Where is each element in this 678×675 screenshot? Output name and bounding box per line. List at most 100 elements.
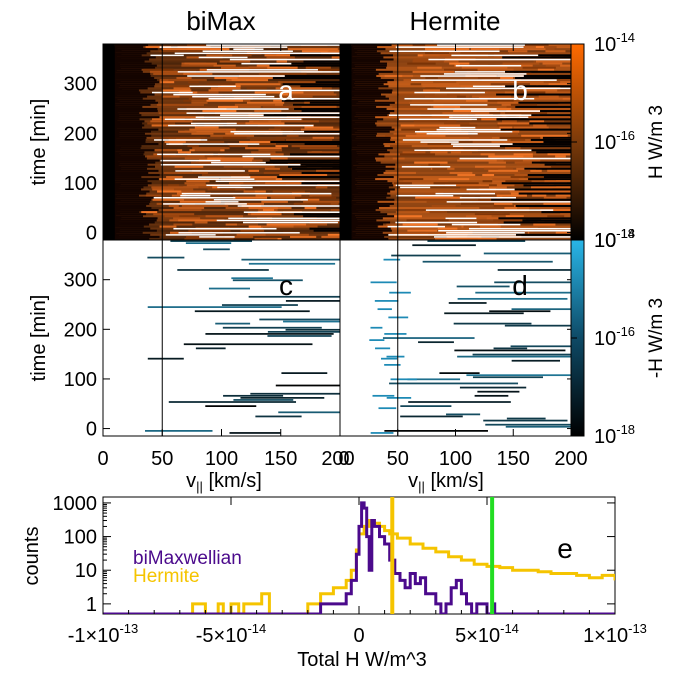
heatmap-core — [351, 161, 381, 165]
heatmap-gap — [395, 221, 478, 224]
heatmap-patch — [258, 149, 283, 152]
colorbar-tick-label: 10-16 — [594, 324, 635, 350]
heatmap-core — [351, 165, 386, 169]
heatmap-core — [114, 87, 148, 90]
heatmap-patch — [547, 190, 571, 193]
heatmap-row — [456, 285, 510, 288]
heatmap-patch — [491, 182, 511, 185]
heatmap-row — [283, 320, 340, 323]
heatmap-row — [240, 397, 325, 399]
heatmap-core — [351, 213, 388, 216]
heatmap-core — [114, 110, 158, 113]
heatmap-patch — [425, 52, 450, 55]
heatmap-patch — [413, 58, 439, 61]
heatmap-patch — [438, 178, 470, 181]
heatmap-core — [351, 217, 383, 220]
heatmap-patch — [492, 180, 506, 183]
heatmap-patch — [229, 145, 248, 148]
heatmap-patch — [548, 83, 571, 86]
heatmap-patch — [162, 48, 211, 51]
heatmap-patch — [303, 200, 340, 204]
heatmap-patch — [392, 105, 431, 109]
heatmap-patch — [433, 81, 457, 84]
heatmap-gap — [420, 75, 553, 77]
heatmap-patch — [540, 48, 555, 51]
heatmap-patch — [279, 173, 328, 177]
heatmap-core — [351, 91, 392, 94]
heatmap-patch — [152, 188, 192, 191]
heatmap-row — [504, 324, 571, 327]
heatmap-core — [351, 54, 394, 57]
heatmap-streak — [270, 140, 340, 144]
heatmap-core — [114, 198, 152, 202]
heatmap-patch — [194, 221, 208, 224]
x-tick-label: 100 — [205, 448, 238, 470]
heatmap-patch — [201, 173, 250, 177]
heatmap-row — [285, 328, 340, 331]
heatmap-row — [355, 169, 571, 173]
heatmap-core — [351, 196, 387, 200]
heatmap-patch — [389, 145, 412, 148]
heatmap-row — [353, 93, 571, 96]
heatmap-gap — [173, 227, 277, 230]
heatmap-core — [114, 149, 155, 152]
heatmap-patch — [258, 72, 307, 76]
heatmap-patch — [160, 116, 204, 119]
heatmap-streak — [313, 229, 340, 233]
heatmap-patch — [509, 190, 551, 193]
heatmap-row — [356, 167, 571, 171]
series-line-bimaxwellian — [103, 501, 615, 614]
heatmap-patch — [422, 54, 452, 57]
heatmap-core — [351, 178, 376, 181]
heatmap-core — [114, 56, 156, 59]
heatmap-core — [351, 157, 376, 160]
heatmap-streak — [523, 184, 571, 187]
heatmap-patch — [473, 68, 514, 72]
heatmap-patch — [181, 190, 206, 193]
heatmap-streak — [501, 182, 571, 185]
heatmap-core — [351, 99, 375, 103]
heatmap-patch — [402, 151, 426, 154]
heatmap-patch — [156, 103, 204, 107]
heatmap-gap — [420, 141, 459, 143]
heatmap-patch — [164, 140, 197, 144]
heatmap-patch — [245, 147, 282, 150]
heatmap-patch — [505, 130, 520, 134]
heatmap-patch — [415, 196, 462, 200]
heatmap-gap — [213, 199, 308, 201]
heatmap-core — [351, 72, 379, 76]
heatmap-patch — [192, 237, 213, 240]
heatmap-patch — [433, 105, 461, 109]
heatmap-patch — [208, 89, 233, 92]
heatmap-patch — [272, 190, 305, 193]
heatmap-core — [114, 235, 160, 239]
heatmap-row — [232, 279, 303, 282]
y-tick-label: 1000 — [53, 493, 98, 515]
x-tick-label: 50 — [387, 448, 409, 470]
heatmap-patch — [547, 215, 565, 218]
heatmap-gap — [180, 194, 211, 197]
heatmap-row — [352, 213, 571, 216]
heatmap-streak — [288, 165, 340, 169]
heatmap-core — [114, 190, 150, 193]
heatmap-patch — [490, 83, 530, 86]
heatmap-core — [351, 221, 391, 224]
heatmap-core — [114, 116, 160, 119]
heatmap-gap — [242, 221, 338, 224]
heatmap-streak — [277, 176, 340, 179]
heatmap-patch — [510, 138, 526, 142]
x-tick-label: 50 — [151, 448, 173, 470]
heatmap-core — [351, 184, 394, 187]
heatmap-core — [114, 93, 155, 96]
heatmap-patch — [185, 140, 205, 144]
heatmap-row — [233, 399, 294, 401]
heatmap-core — [351, 215, 395, 218]
heatmap-core — [351, 68, 376, 72]
heatmap-row — [489, 310, 551, 313]
heatmap-gap — [434, 236, 571, 238]
heatmap-patch — [547, 169, 571, 173]
heatmap-patch — [234, 103, 276, 107]
heatmap-patch — [544, 180, 571, 183]
heatmap-core — [114, 81, 160, 84]
heatmap-patch — [543, 81, 570, 84]
